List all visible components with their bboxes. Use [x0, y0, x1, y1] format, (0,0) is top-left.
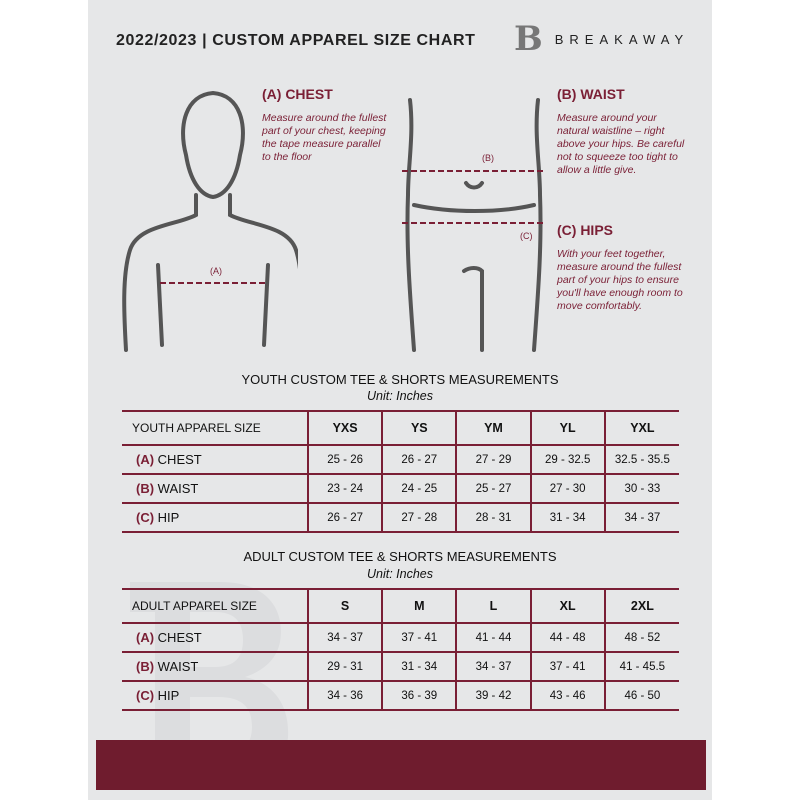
table-row: (B) WAIST 29 - 31 31 - 34 34 - 37 37 - 4… — [122, 652, 679, 682]
size-header: YL — [529, 410, 605, 446]
table-cell: 24 - 25 — [381, 474, 457, 504]
row-letter: (B) — [136, 481, 155, 496]
row-letter: (A) — [136, 630, 155, 645]
row-letter: (B) — [136, 659, 155, 674]
table-cell: 27 - 30 — [529, 474, 605, 504]
chest-marker: (A) — [210, 266, 222, 276]
waist-hips-figure — [402, 98, 545, 352]
row-label: (B) WAIST — [122, 652, 308, 682]
waist-description: Measure around your natural waistline – … — [557, 112, 685, 176]
page-title: 2022/2023 | CUSTOM APPAREL SIZE CHART — [116, 32, 476, 49]
size-header: YS — [381, 410, 457, 446]
chest-description: Measure around the fullest part of your … — [262, 112, 387, 163]
table-cell: 37 - 41 — [381, 623, 457, 653]
table-cell: 41 - 45.5 — [603, 652, 679, 682]
row-letter: (C) — [136, 688, 155, 703]
table-cell: 34 - 36 — [306, 681, 383, 711]
waist-marker: (B) — [482, 153, 494, 163]
adult-table-title: ADULT CUSTOM TEE & SHORTS MEASUREMENTS — [243, 549, 557, 564]
youth-size-table: YOUTH APPAREL SIZE YXS YS YM YL YXL (A) … — [122, 410, 679, 533]
footer-bar — [96, 740, 706, 790]
hips-marker: (C) — [520, 231, 533, 241]
table-cell: 23 - 24 — [306, 474, 383, 504]
table-cell: 36 - 39 — [381, 681, 457, 711]
table-cell: 31 - 34 — [529, 503, 605, 533]
brand-logo-icon: B — [514, 19, 543, 59]
waist-heading: (B) WAIST — [557, 86, 625, 102]
chest-figure — [122, 90, 298, 352]
size-header: YXL — [603, 410, 679, 446]
size-label: ADULT APPAREL SIZE — [122, 588, 308, 624]
table-row: (A) CHEST 34 - 37 37 - 41 41 - 44 44 - 4… — [122, 623, 679, 653]
table-cell: 27 - 28 — [381, 503, 457, 533]
table-cell: 32.5 - 35.5 — [603, 445, 679, 475]
table-cell: 46 - 50 — [603, 681, 679, 711]
row-name: CHEST — [157, 630, 202, 645]
row-letter: (A) — [136, 452, 155, 467]
table-cell: 25 - 27 — [455, 474, 531, 504]
table-cell: 34 - 37 — [455, 652, 531, 682]
table-cell: 26 - 27 — [381, 445, 457, 475]
size-header: YXS — [306, 410, 383, 446]
youth-table-unit: Unit: Inches — [366, 389, 433, 403]
row-label: (A) CHEST — [122, 623, 308, 653]
table-row: (C) HIP 26 - 27 27 - 28 28 - 31 31 - 34 … — [122, 503, 679, 533]
size-chart-page: 2022/2023 | CUSTOM APPAREL SIZE CHART B … — [88, 0, 712, 800]
table-cell: 41 - 44 — [455, 623, 531, 653]
table-cell: 31 - 34 — [381, 652, 457, 682]
size-header: S — [306, 588, 383, 624]
table-cell: 34 - 37 — [306, 623, 383, 653]
youth-table-title: YOUTH CUSTOM TEE & SHORTS MEASUREMENTS — [241, 372, 559, 387]
table-row: (A) CHEST 25 - 26 26 - 27 27 - 29 29 - 3… — [122, 445, 679, 475]
size-header: XL — [529, 588, 605, 624]
size-label: YOUTH APPAREL SIZE — [122, 410, 308, 446]
hips-description: With your feet together, measure around … — [557, 248, 683, 312]
row-name: WAIST — [157, 481, 199, 496]
row-label: (A) CHEST — [122, 445, 308, 475]
chest-heading: (A) CHEST — [262, 86, 333, 102]
size-header: L — [455, 588, 531, 624]
table-header-row: ADULT APPAREL SIZE S M L XL 2XL — [122, 588, 679, 624]
table-cell: 34 - 37 — [603, 503, 679, 533]
table-cell: 29 - 32.5 — [529, 445, 605, 475]
adult-size-table: ADULT APPAREL SIZE S M L XL 2XL (A) CHES… — [122, 588, 679, 711]
table-cell: 27 - 29 — [455, 445, 531, 475]
row-name: HIP — [157, 688, 180, 703]
table-row: (B) WAIST 23 - 24 24 - 25 25 - 27 27 - 3… — [122, 474, 679, 504]
hips-heading: (C) HIPS — [557, 222, 613, 238]
table-cell: 25 - 26 — [306, 445, 383, 475]
table-cell: 26 - 27 — [306, 503, 383, 533]
row-label: (B) WAIST — [122, 474, 308, 504]
size-header: 2XL — [603, 588, 679, 624]
table-cell: 43 - 46 — [529, 681, 605, 711]
brand-logo: B BREAKAWAY — [514, 22, 689, 56]
table-cell: 29 - 31 — [306, 652, 383, 682]
table-cell: 30 - 33 — [603, 474, 679, 504]
table-header-row: YOUTH APPAREL SIZE YXS YS YM YL YXL — [122, 410, 679, 446]
table-cell: 39 - 42 — [455, 681, 531, 711]
row-letter: (C) — [136, 510, 155, 525]
table-cell: 48 - 52 — [603, 623, 679, 653]
table-cell: 28 - 31 — [455, 503, 531, 533]
row-name: HIP — [157, 510, 180, 525]
row-label: (C) HIP — [122, 503, 308, 533]
table-row: (C) HIP 34 - 36 36 - 39 39 - 42 43 - 46 … — [122, 681, 679, 711]
row-name: WAIST — [157, 659, 199, 674]
brand-name: BREAKAWAY — [554, 31, 690, 47]
table-cell: 37 - 41 — [529, 652, 605, 682]
table-cell: 44 - 48 — [529, 623, 605, 653]
adult-table-unit: Unit: Inches — [366, 567, 433, 581]
size-header: YM — [455, 410, 531, 446]
row-name: CHEST — [157, 452, 202, 467]
size-header: M — [381, 588, 457, 624]
row-label: (C) HIP — [122, 681, 308, 711]
